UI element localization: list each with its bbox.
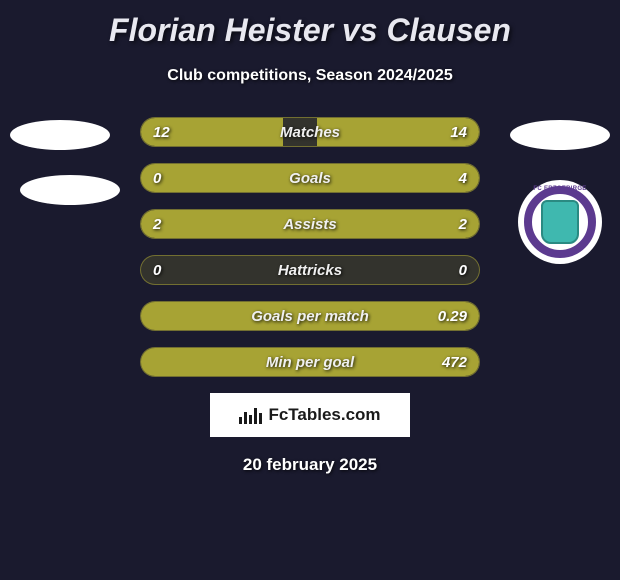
stat-label: Goals per match [141, 302, 479, 330]
stat-row: 12Matches14 [140, 117, 480, 147]
stat-label: Goals [141, 164, 479, 192]
stat-label: Hattricks [141, 256, 479, 284]
stat-label: Assists [141, 210, 479, 238]
player-left-emblem-placeholder-2 [20, 175, 120, 205]
stat-row: Min per goal472 [140, 347, 480, 377]
stat-label: Min per goal [141, 348, 479, 376]
page-title: Florian Heister vs Clausen [0, 0, 620, 49]
stat-row: 0Hattricks0 [140, 255, 480, 285]
page-subtitle: Club competitions, Season 2024/2025 [0, 67, 620, 85]
stat-value-right: 14 [450, 118, 467, 146]
player-right-emblem-placeholder [510, 120, 610, 150]
badge-ring-text: FC ERZGEBIRGE [518, 186, 602, 192]
brand-box[interactable]: FcTables.com [210, 393, 410, 437]
stat-value-right: 2 [459, 210, 467, 238]
club-badge: FC ERZGEBIRGE [510, 180, 610, 264]
brand-text: FcTables.com [268, 405, 380, 425]
stat-value-right: 472 [442, 348, 467, 376]
stat-value-right: 4 [459, 164, 467, 192]
stat-value-right: 0 [459, 256, 467, 284]
bar-chart-icon [239, 406, 262, 424]
stat-value-right: 0.29 [438, 302, 467, 330]
stat-row: 2Assists2 [140, 209, 480, 239]
stats-container: 12Matches140Goals42Assists20Hattricks0Go… [140, 117, 480, 377]
stat-label: Matches [141, 118, 479, 146]
stat-row: 0Goals4 [140, 163, 480, 193]
footer-date: 20 february 2025 [0, 455, 620, 475]
stat-row: Goals per match0.29 [140, 301, 480, 331]
player-left-emblem-placeholder-1 [10, 120, 110, 150]
badge-shield-icon [541, 200, 579, 244]
